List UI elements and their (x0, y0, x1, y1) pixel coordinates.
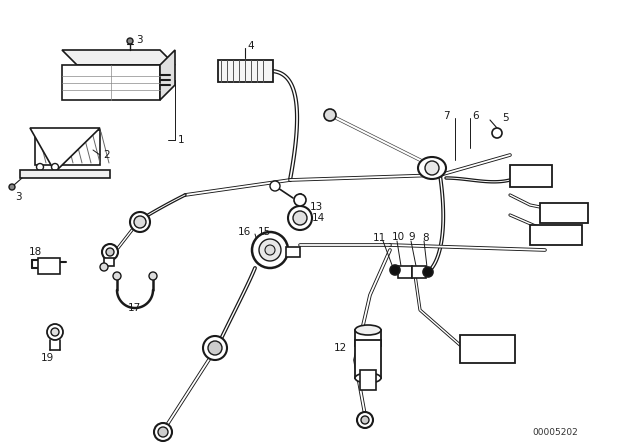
Text: 9: 9 (408, 232, 415, 242)
Circle shape (288, 206, 312, 230)
Circle shape (265, 245, 275, 255)
Text: 18: 18 (28, 247, 42, 257)
Polygon shape (30, 128, 100, 172)
Circle shape (130, 212, 150, 232)
Bar (360, 370, 376, 390)
Bar (355, 340, 381, 378)
Circle shape (293, 211, 307, 225)
Text: 14: 14 (312, 213, 325, 223)
Circle shape (259, 239, 281, 261)
Circle shape (106, 248, 114, 256)
Text: 11: 11 (373, 233, 387, 243)
Circle shape (294, 194, 306, 206)
Text: 4: 4 (247, 41, 253, 51)
Circle shape (149, 272, 157, 280)
Text: 2: 2 (103, 150, 109, 160)
Text: 8: 8 (422, 233, 429, 243)
Bar (355, 330, 381, 346)
Bar (460, 335, 515, 363)
Bar (412, 266, 426, 278)
Bar (20, 170, 110, 178)
Ellipse shape (418, 157, 446, 179)
Bar (398, 266, 412, 278)
Circle shape (270, 181, 280, 191)
Bar (510, 165, 552, 187)
Text: 12: 12 (333, 343, 347, 353)
Bar (530, 225, 582, 245)
Circle shape (47, 324, 63, 340)
Bar (38, 258, 60, 274)
Circle shape (158, 427, 168, 437)
Bar (218, 60, 273, 82)
Circle shape (51, 164, 58, 171)
Polygon shape (62, 65, 160, 100)
Circle shape (423, 267, 433, 277)
Circle shape (357, 412, 373, 428)
Circle shape (127, 38, 133, 44)
Circle shape (102, 244, 118, 260)
Circle shape (134, 216, 146, 228)
Text: 00005202: 00005202 (532, 427, 578, 436)
Circle shape (51, 328, 59, 336)
Text: 17: 17 (128, 303, 141, 313)
Text: 3: 3 (15, 192, 22, 202)
Circle shape (154, 423, 172, 441)
Polygon shape (62, 50, 175, 65)
Text: 19: 19 (40, 353, 54, 363)
Circle shape (100, 263, 108, 271)
Polygon shape (35, 130, 100, 165)
Circle shape (361, 416, 369, 424)
Ellipse shape (355, 373, 381, 383)
Bar (104, 258, 114, 266)
Polygon shape (160, 50, 175, 100)
Circle shape (36, 164, 44, 171)
Circle shape (252, 232, 288, 268)
Text: 3: 3 (136, 35, 143, 45)
Circle shape (425, 161, 439, 175)
Text: 1: 1 (178, 135, 184, 145)
Circle shape (390, 265, 400, 275)
Text: 13: 13 (310, 202, 323, 212)
Text: 16: 16 (237, 227, 251, 237)
Circle shape (9, 184, 15, 190)
Circle shape (208, 341, 222, 355)
Text: 15: 15 (258, 227, 271, 237)
Text: 10: 10 (392, 232, 405, 242)
Circle shape (492, 128, 502, 138)
Ellipse shape (355, 325, 381, 335)
Circle shape (203, 336, 227, 360)
Circle shape (324, 109, 336, 121)
Text: 5: 5 (502, 113, 509, 123)
Bar (286, 247, 300, 257)
Text: 6: 6 (472, 111, 479, 121)
Text: 7: 7 (444, 111, 450, 121)
Bar (540, 203, 588, 223)
Circle shape (113, 272, 121, 280)
